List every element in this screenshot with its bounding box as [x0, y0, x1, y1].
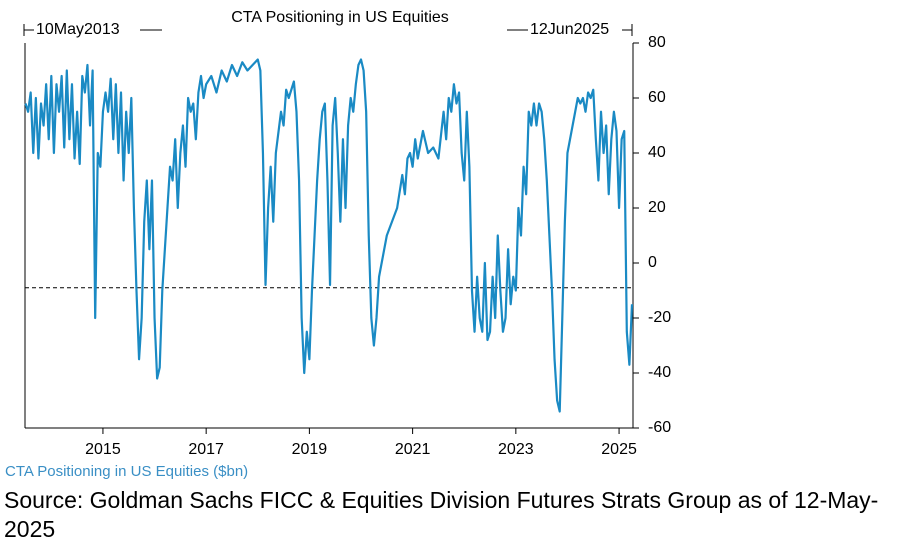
source-note: Source: Goldman Sachs FICC & Equities Di… [4, 487, 879, 542]
y-tick-label: -60 [648, 419, 671, 436]
y-tick-label: -20 [648, 309, 671, 326]
start-label: 10May2013 [36, 21, 120, 38]
x-tick-label: 2015 [85, 441, 121, 458]
data-line [24, 58, 634, 413]
y-tick-label: -40 [648, 364, 671, 381]
x-tick-label: 2025 [601, 441, 637, 458]
y-tick-label: 20 [648, 199, 666, 216]
y-tick-label: 80 [648, 34, 666, 51]
y-tick-label: 60 [648, 89, 666, 106]
legend-entry: CTA Positioning in US Equities ($bn) [5, 463, 248, 480]
x-tick-label: 2021 [395, 441, 431, 458]
chart-title: CTA Positioning in US Equities [231, 9, 449, 26]
x-tick-label: 2017 [188, 441, 224, 458]
end-label: 12Jun2025 [530, 21, 609, 38]
y-tick-label: 0 [648, 254, 657, 271]
x-tick-label: 2023 [498, 441, 534, 458]
x-tick-label: 2019 [292, 441, 328, 458]
y-tick-label: 40 [648, 144, 666, 161]
